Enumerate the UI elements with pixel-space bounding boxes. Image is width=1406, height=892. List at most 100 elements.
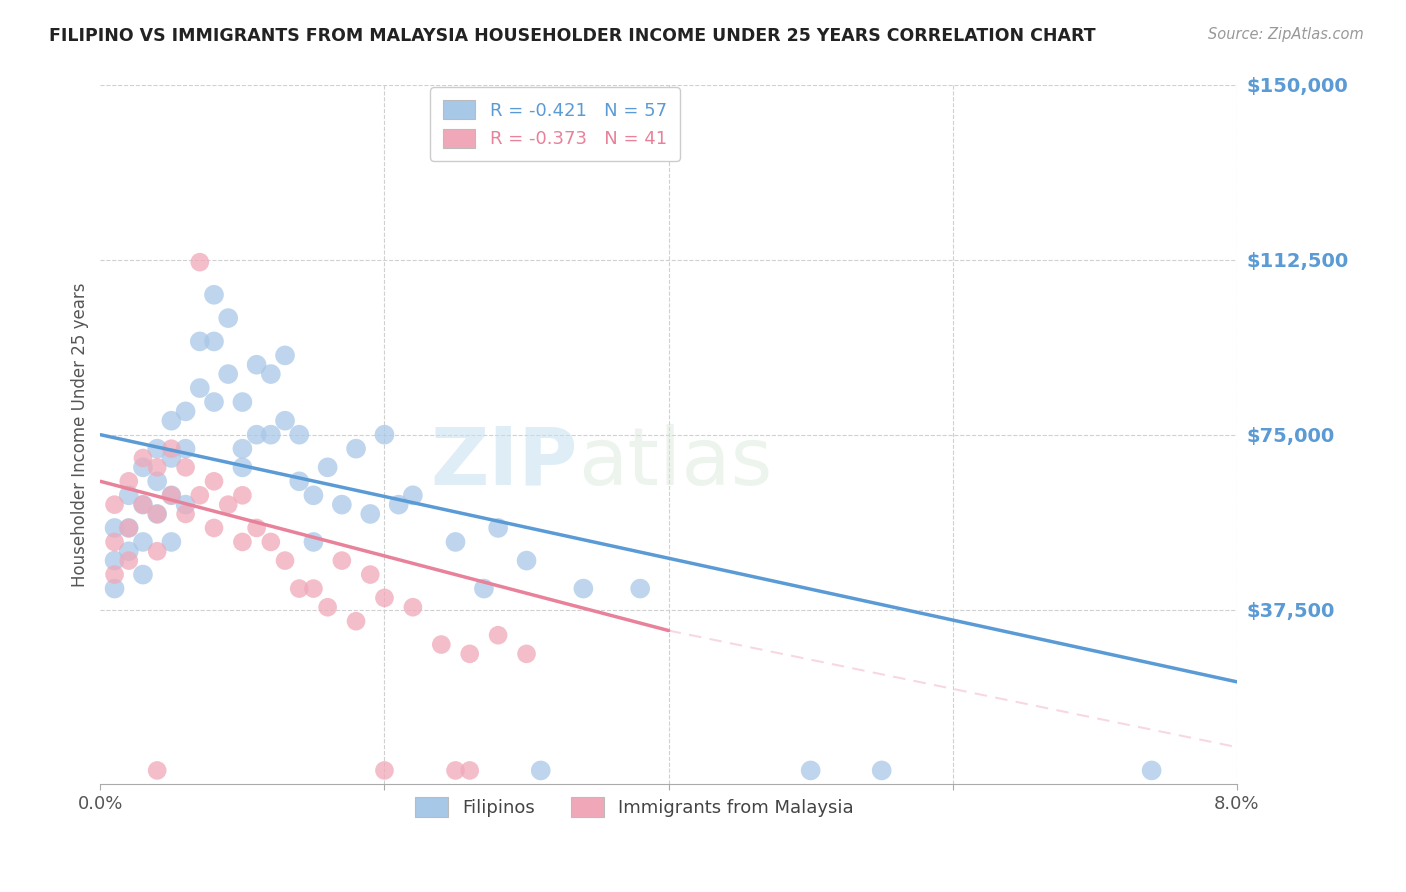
Point (486, 628, 509, 642)
Point (373, 764, 395, 778)
Point (188, 488, 211, 502)
Point (1140, 764, 1163, 778)
Point (316, 600, 339, 615)
Point (344, 442, 367, 456)
Text: atlas: atlas (578, 424, 772, 501)
Point (330, 498, 353, 512)
Point (288, 582, 311, 596)
Point (118, 521, 141, 535)
Point (231, 488, 253, 502)
Point (402, 488, 425, 502)
Point (160, 442, 183, 456)
Point (246, 358, 269, 372)
Point (174, 404, 197, 418)
Point (402, 600, 425, 615)
Point (515, 647, 537, 661)
Point (202, 395, 225, 409)
Point (444, 764, 467, 778)
Point (132, 535, 155, 549)
Y-axis label: Householder Income Under 25 years: Householder Income Under 25 years (72, 283, 89, 587)
Point (246, 427, 269, 442)
Point (458, 647, 481, 661)
Point (103, 521, 125, 535)
Point (174, 498, 197, 512)
Point (146, 460, 169, 475)
Point (132, 567, 155, 582)
Point (458, 764, 481, 778)
Point (246, 521, 269, 535)
Point (231, 442, 253, 456)
Point (103, 498, 125, 512)
Point (160, 450, 183, 465)
Point (572, 582, 595, 596)
Point (870, 764, 893, 778)
Point (146, 764, 169, 778)
Point (160, 535, 183, 549)
Point (359, 507, 381, 521)
Point (202, 287, 225, 301)
Point (316, 460, 339, 475)
Point (515, 553, 537, 567)
Point (103, 582, 125, 596)
Point (118, 553, 141, 567)
Point (103, 567, 125, 582)
Point (217, 498, 239, 512)
Point (302, 535, 325, 549)
Point (174, 442, 197, 456)
Point (188, 334, 211, 349)
Point (217, 311, 239, 326)
Point (800, 764, 823, 778)
Point (274, 414, 297, 428)
Point (302, 582, 325, 596)
Point (160, 488, 183, 502)
Point (146, 442, 169, 456)
Text: Source: ZipAtlas.com: Source: ZipAtlas.com (1208, 27, 1364, 42)
Text: FILIPINO VS IMMIGRANTS FROM MALAYSIA HOUSEHOLDER INCOME UNDER 25 YEARS CORRELATI: FILIPINO VS IMMIGRANTS FROM MALAYSIA HOU… (49, 27, 1095, 45)
Point (202, 334, 225, 349)
Point (132, 460, 155, 475)
Point (174, 460, 197, 475)
Point (486, 521, 509, 535)
Point (274, 553, 297, 567)
Point (388, 498, 411, 512)
Point (472, 582, 495, 596)
Point (302, 488, 325, 502)
Point (217, 367, 239, 381)
Point (260, 427, 283, 442)
Point (160, 414, 183, 428)
Point (288, 475, 311, 489)
Point (373, 427, 395, 442)
Point (260, 535, 283, 549)
Point (274, 348, 297, 362)
Point (160, 488, 183, 502)
Point (330, 553, 353, 567)
Point (202, 475, 225, 489)
Point (146, 507, 169, 521)
Point (628, 582, 651, 596)
Text: ZIP: ZIP (430, 424, 578, 501)
Point (373, 591, 395, 605)
Point (430, 638, 453, 652)
Point (444, 535, 467, 549)
Point (231, 460, 253, 475)
Point (146, 475, 169, 489)
Point (132, 498, 155, 512)
Point (188, 381, 211, 395)
Legend: Filipinos, Immigrants from Malaysia: Filipinos, Immigrants from Malaysia (408, 790, 860, 824)
Point (188, 255, 211, 269)
Point (231, 535, 253, 549)
Point (118, 521, 141, 535)
Point (146, 544, 169, 558)
Point (288, 427, 311, 442)
Point (202, 521, 225, 535)
Point (359, 567, 381, 582)
Point (118, 475, 141, 489)
Point (174, 507, 197, 521)
Point (231, 395, 253, 409)
Point (103, 553, 125, 567)
Point (260, 367, 283, 381)
Point (132, 498, 155, 512)
Point (103, 535, 125, 549)
Point (146, 507, 169, 521)
Point (118, 544, 141, 558)
